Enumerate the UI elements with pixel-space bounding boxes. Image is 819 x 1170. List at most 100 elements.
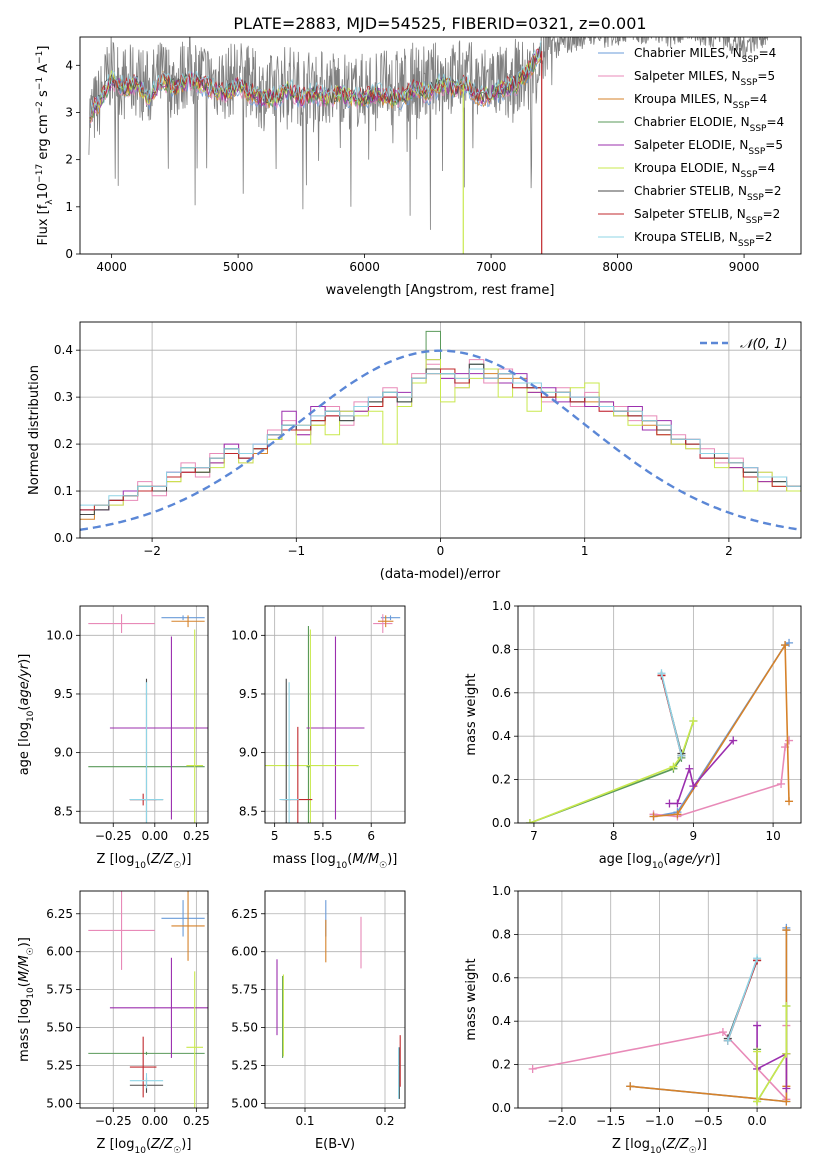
massweight-marker: [718, 1028, 727, 1037]
y-tick-label: 5.00: [231, 1096, 258, 1110]
massweight-marker: [685, 764, 694, 773]
legend-label: Salpeter ELODIE, NSSP=5: [634, 138, 783, 157]
x-tick-label: 0: [437, 544, 445, 558]
y-tick-label: 0.8: [492, 642, 511, 656]
massweight-marker: [689, 782, 698, 791]
massweight-marker: [729, 736, 738, 745]
axes-frame: [264, 890, 406, 1109]
massweight-marker: [785, 736, 794, 745]
axes-frame: [264, 605, 406, 824]
axes-frame: [79, 321, 802, 539]
legend-label: 𝒩(0, 1): [740, 337, 787, 352]
x-tick-label: −0.5: [694, 1114, 723, 1128]
x-tick-label: 0.00: [141, 1114, 168, 1128]
massweight-line-kroupa_stelib: [660, 673, 683, 756]
massweight-marker: [753, 1021, 762, 1030]
massweight-marker: [528, 1064, 537, 1073]
x-axis-label: Z [log10(Z/Z☉)]: [97, 1137, 192, 1156]
x-tick-label: 7: [530, 829, 538, 843]
y-tick-label: 0.4: [492, 729, 511, 743]
y-tick-label: 5.50: [46, 1021, 73, 1035]
plot-area: [528, 923, 791, 1106]
y-tick-label: 0.6: [492, 686, 511, 700]
x-tick-label: 6000: [349, 260, 380, 274]
x-tick-label: 10: [765, 829, 780, 843]
plot-area: [80, 330, 801, 531]
massweight-line-chabrier_miles: [653, 642, 790, 818]
y-tick-label: 0.2: [492, 1058, 511, 1072]
y-tick-label: 8.5: [239, 804, 258, 818]
axes-frame: [517, 605, 802, 824]
massweight-marker: [689, 717, 698, 726]
legend-label: Kroupa ELODIE, NSSP=4: [634, 161, 775, 180]
y-tick-label: 9.5: [54, 687, 73, 701]
y-axis-label: mass weight: [464, 673, 479, 755]
y-tick-label: 1.0: [492, 599, 511, 613]
model-spectrum-salpeter_stelib: [89, 48, 542, 118]
x-tick-label: 0.0: [748, 1114, 767, 1128]
y-tick-label: 5.75: [231, 983, 258, 997]
y-tick-label: 0.0: [492, 1101, 511, 1115]
massweight-marker: [673, 810, 682, 819]
massweight-marker: [753, 1047, 762, 1056]
x-tick-label: 8000: [602, 260, 633, 274]
massweight-marker: [673, 799, 682, 808]
x-tick-label: 7000: [476, 260, 507, 274]
mass-vs-metallicity-panel: −0.25 0.00 0.25 5.00 5.25 5.50 5.75 6.00 6.25 Z […: [17, 890, 210, 1156]
legend-label: Salpeter STELIB, NSSP=2: [634, 207, 780, 226]
x-tick-label: −1.5: [596, 1114, 625, 1128]
y-tick-label: 0.1: [54, 484, 73, 498]
y-tick-label: 10.0: [46, 628, 73, 642]
massweight-line-kroupa_miles: [653, 642, 790, 818]
x-tick-label: 0.25: [183, 1114, 210, 1128]
x-tick-label: −0.25: [95, 829, 132, 843]
y-tick-label: 0: [65, 247, 73, 261]
y-tick-label: 5.25: [231, 1059, 258, 1073]
y-tick-label: 5.50: [231, 1021, 258, 1035]
massweight-marker: [649, 812, 658, 821]
y-tick-label: 9.0: [239, 746, 258, 760]
x-tick-label: 9000: [729, 260, 760, 274]
plot-area: [88, 614, 208, 823]
massweight-line-salpeter_elodie: [669, 739, 734, 805]
massweight-line-kroupa_stelib: [727, 958, 758, 1041]
y-axis-label: mass weight: [464, 958, 479, 1040]
y-tick-label: 9.0: [54, 746, 73, 760]
massweight-line-salpeter_miles: [653, 740, 790, 818]
y-tick-label: 6.25: [231, 907, 258, 921]
y-tick-label: 1.0: [492, 884, 511, 898]
legend-label: Kroupa STELIB, NSSP=2: [634, 230, 772, 249]
y-tick-label: 0.4: [54, 343, 73, 357]
massweight-line-kroupa_elodie: [529, 720, 695, 823]
y-axis-label: Flux [fλ10−17 erg cm−2 s−1 A−1]: [35, 46, 55, 246]
massweight-marker: [626, 1082, 635, 1091]
x-axis-label: Z [log10(Z/Z☉)]: [612, 1137, 707, 1156]
massweight-line-kroupa_elodie: [756, 1006, 788, 1105]
x-tick-label: 6: [367, 829, 375, 843]
y-tick-label: 6.00: [46, 945, 73, 959]
x-tick-label: 5: [271, 829, 279, 843]
gaussian-curve: [80, 349, 801, 531]
y-tick-label: 0.6: [492, 971, 511, 985]
y-axis-label: mass [log10(M/M☉)]: [17, 937, 36, 1062]
massweight-marker: [677, 751, 686, 760]
x-tick-label: −0.25: [95, 1114, 132, 1128]
plot-area: [276, 900, 401, 1099]
x-tick-label: 0.2: [375, 1114, 394, 1128]
y-tick-label: 9.5: [239, 687, 258, 701]
massweight-marker: [781, 641, 790, 650]
x-axis-label: Z [log10(Z/Z☉)]: [97, 852, 192, 871]
y-tick-label: 2: [65, 153, 73, 167]
spectrum-panel: 4000 5000 6000 7000 8000 9000 0 1 2 3 4 wavelength …: [35, 36, 802, 298]
x-tick-label: −1: [287, 544, 305, 558]
axes-frame: [79, 890, 209, 1109]
y-tick-label: 8.5: [54, 804, 73, 818]
y-tick-label: 0.0: [492, 816, 511, 830]
massweight-marker: [669, 762, 678, 771]
y-tick-label: 0.2: [492, 773, 511, 787]
y-tick-label: 0.2: [54, 437, 73, 451]
x-axis-label: age [log10(age/yr)]: [599, 852, 721, 871]
x-axis-label: (data-model)/error: [380, 567, 501, 582]
massweight-line-chabrier_elodie: [756, 1006, 788, 1105]
